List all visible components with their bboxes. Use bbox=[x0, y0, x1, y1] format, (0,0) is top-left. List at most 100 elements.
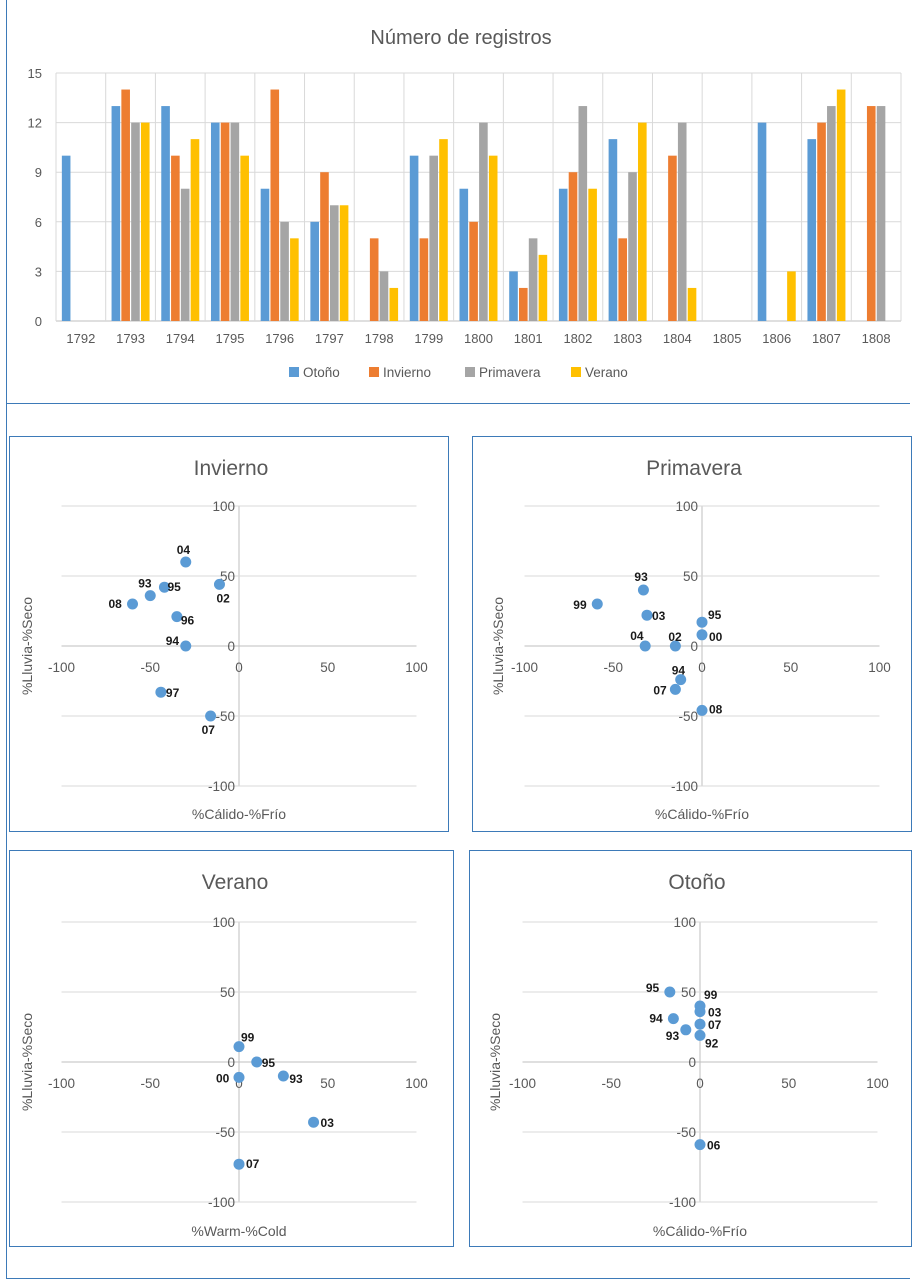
x-tick-label: 1804 bbox=[663, 331, 692, 346]
y-tick-label: 100 bbox=[212, 915, 235, 930]
scatter-chart-verano: Verano -100 -50 0 50 100 -100 -50 0 50 100 %Warm-%C… bbox=[19, 871, 428, 1239]
data-point-07 bbox=[205, 710, 217, 722]
y-tick-label: 100 bbox=[212, 499, 235, 514]
bar-otoño-1806 bbox=[757, 122, 767, 321]
bar-invierno-1794 bbox=[171, 155, 180, 321]
data-label-95: 95 bbox=[167, 580, 181, 594]
y-axis-title: %Lluvia-%Seco bbox=[19, 597, 35, 695]
data-label-99: 99 bbox=[241, 1031, 255, 1045]
bar-verano-1803 bbox=[638, 122, 647, 321]
x-tick-label: 1806 bbox=[762, 331, 791, 346]
bar-primavera-1800 bbox=[479, 122, 488, 321]
bar-verano-1807 bbox=[836, 89, 846, 322]
y-tick-label: -50 bbox=[215, 1125, 235, 1140]
x-tick-label: -100 bbox=[48, 1076, 75, 1091]
x-axis-title: %Cálido-%Frío bbox=[655, 806, 749, 822]
data-label-08: 08 bbox=[709, 702, 723, 716]
x-tick-label: -100 bbox=[509, 1076, 536, 1091]
data-label-99: 99 bbox=[704, 988, 718, 1002]
y-tick-label: 100 bbox=[673, 915, 696, 930]
bar-invierno-1807 bbox=[817, 122, 826, 321]
scatter-panel-primavera: Primavera -100 -50 0 50 100 -100 -50 0 50 100 %Cáli… bbox=[472, 436, 912, 832]
x-tick-label: -100 bbox=[511, 660, 538, 675]
data-point-96 bbox=[171, 611, 183, 623]
x-tick-label: 1801 bbox=[514, 331, 543, 346]
bar-primavera-1793 bbox=[131, 122, 140, 321]
data-point-04 bbox=[180, 556, 192, 568]
data-point-94 bbox=[675, 674, 687, 686]
bar-invierno-1800 bbox=[469, 221, 478, 321]
bar-primavera-1795 bbox=[230, 122, 240, 321]
scatter-panel-otono: Otoño -100 -50 0 50 100 -100 -50 0 50 100 %Cálido-%… bbox=[469, 850, 912, 1247]
legend-label-invierno: Invierno bbox=[383, 365, 431, 380]
y-tick-label: 3 bbox=[35, 264, 42, 279]
bar-primavera-1799 bbox=[429, 155, 438, 321]
chart-title: Verano bbox=[202, 871, 269, 894]
bar-verano-1800 bbox=[488, 155, 498, 321]
data-label-03: 03 bbox=[652, 609, 666, 623]
data-point-93 bbox=[277, 1070, 289, 1082]
x-tick-label: 1799 bbox=[414, 331, 443, 346]
scatter-chart-otono: Otoño -100 -50 0 50 100 -100 -50 0 50 100 %Cálido-%… bbox=[487, 871, 889, 1239]
x-tick-label: 0 bbox=[235, 660, 243, 675]
bar-verano-1796 bbox=[290, 238, 299, 321]
x-tick-label: 1805 bbox=[713, 331, 742, 346]
y-tick-label: 100 bbox=[675, 499, 698, 514]
x-tick-label: 1792 bbox=[66, 331, 95, 346]
legend-swatch-verano bbox=[571, 367, 581, 377]
bar-primavera-1803 bbox=[628, 172, 637, 321]
bar-verano-1797 bbox=[339, 205, 349, 321]
x-axis-title: %Warm-%Cold bbox=[191, 1223, 286, 1239]
y-tick-label: 50 bbox=[683, 569, 698, 584]
data-point-07 bbox=[694, 1018, 706, 1030]
data-label-03: 03 bbox=[708, 1006, 722, 1020]
y-tick-label: 15 bbox=[28, 66, 42, 81]
data-point-93 bbox=[637, 584, 649, 596]
data-label-95: 95 bbox=[262, 1056, 276, 1070]
data-label-93: 93 bbox=[634, 570, 648, 584]
legend-label-verano: Verano bbox=[585, 365, 628, 380]
bar-primavera-1794 bbox=[180, 188, 190, 321]
y-tick-label: -100 bbox=[669, 1195, 696, 1210]
data-point-07 bbox=[233, 1158, 245, 1170]
data-label-03: 03 bbox=[321, 1116, 335, 1130]
x-tick-label: 50 bbox=[320, 660, 335, 675]
bar-primavera-1802 bbox=[578, 106, 588, 321]
bar-invierno-1795 bbox=[220, 122, 230, 321]
bar-primavera-1808 bbox=[876, 106, 886, 321]
y-axis-title: %Lluvia-%Seco bbox=[487, 1013, 503, 1111]
legend-swatch-invierno bbox=[369, 367, 379, 377]
x-tick-label: 1794 bbox=[166, 331, 195, 346]
legend-swatch-otoño bbox=[289, 367, 299, 377]
y-tick-label: 0 bbox=[227, 639, 235, 654]
data-label-07: 07 bbox=[246, 1157, 260, 1171]
data-point-95 bbox=[158, 581, 170, 593]
bar-primavera-1797 bbox=[329, 205, 339, 321]
data-point-93 bbox=[144, 590, 156, 602]
bar-verano-1802 bbox=[588, 188, 597, 321]
data-label-97: 97 bbox=[166, 686, 180, 700]
data-point-08 bbox=[127, 598, 138, 610]
x-tick-label: -100 bbox=[48, 660, 75, 675]
data-point-02 bbox=[669, 640, 681, 652]
bar-invierno-1796 bbox=[270, 89, 280, 322]
scatter-panel-verano: Verano -100 -50 0 50 100 -100 -50 0 50 100 %Warm-%C… bbox=[9, 850, 454, 1247]
y-tick-label: 50 bbox=[220, 569, 235, 584]
x-tick-label: 100 bbox=[868, 660, 891, 675]
x-tick-label: 1795 bbox=[216, 331, 245, 346]
scatter-chart-primavera: Primavera -100 -50 0 50 100 -100 -50 0 50 100 %Cáli… bbox=[490, 457, 891, 822]
data-label-94: 94 bbox=[166, 634, 180, 648]
bar-otoño-1799 bbox=[409, 155, 419, 321]
bar-otoño-1794 bbox=[161, 106, 170, 321]
x-tick-label: 0 bbox=[696, 1076, 704, 1091]
bar-invierno-1798 bbox=[369, 238, 379, 321]
legend-label-otoño: Otoño bbox=[303, 365, 340, 380]
x-tick-label: 100 bbox=[866, 1076, 889, 1091]
data-label-07: 07 bbox=[202, 723, 216, 737]
data-label-08: 08 bbox=[109, 597, 123, 611]
bar-invierno-1801 bbox=[519, 287, 528, 321]
bar-otoño-1803 bbox=[608, 139, 618, 321]
y-tick-label: -50 bbox=[678, 709, 698, 724]
y-tick-label: 0 bbox=[688, 1055, 696, 1070]
data-label-00: 00 bbox=[709, 630, 723, 644]
